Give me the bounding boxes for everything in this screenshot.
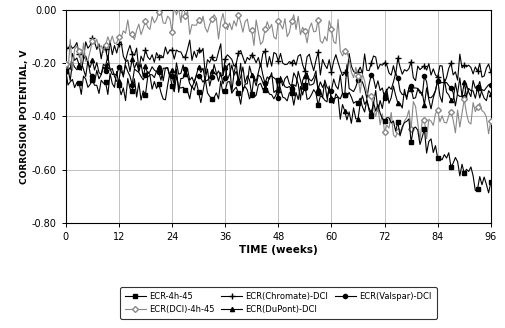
ECR(DuPont)-DCI xyxy=(383,87,389,91)
ECR(Valspar)-DCI xyxy=(451,104,458,108)
ECR(Chromate)-DCI xyxy=(235,51,241,55)
ECR(Chromate)-DCI xyxy=(164,52,170,56)
Line: ECR(DCI)-4h-45: ECR(DCI)-4h-45 xyxy=(64,0,492,142)
ECR(Chromate)-DCI xyxy=(63,46,69,50)
ECR(Chromate)-DCI xyxy=(440,81,446,85)
ECR(Valspar)-DCI xyxy=(63,67,69,71)
ECR-4h-45 xyxy=(217,79,223,83)
ECR(DuPont)-DCI xyxy=(328,96,334,100)
ECR(Valspar)-DCI xyxy=(328,89,334,92)
ECR(DCI)-4h-45 xyxy=(63,62,69,66)
ECR(DuPont)-DCI xyxy=(235,78,241,82)
ECR(DCI)-4h-45 xyxy=(328,27,334,31)
ECR(DuPont)-DCI xyxy=(69,51,75,55)
ECR(DuPont)-DCI xyxy=(63,69,69,72)
ECR(Valspar)-DCI xyxy=(383,88,389,92)
ECR(Valspar)-DCI xyxy=(487,83,493,87)
ECR(DuPont)-DCI xyxy=(220,73,226,77)
ECR-4h-45 xyxy=(162,98,168,102)
ECR(Valspar)-DCI xyxy=(220,82,226,86)
ECR(DCI)-4h-45 xyxy=(162,22,168,26)
Line: ECR-4h-45: ECR-4h-45 xyxy=(64,69,492,195)
ECR-4h-45 xyxy=(381,119,387,123)
ECR(Valspar)-DCI xyxy=(164,66,170,70)
Line: ECR(Chromate)-DCI: ECR(Chromate)-DCI xyxy=(63,36,492,86)
Legend: ECR-4h-45, ECR(DCI)-4h-45, ECR(Chromate)-DCI, ECR(DuPont)-DCI, ECR(Valspar)-DCI: ECR-4h-45, ECR(DCI)-4h-45, ECR(Chromate)… xyxy=(120,287,436,319)
ECR-4h-45 xyxy=(379,117,385,121)
ECR(Chromate)-DCI xyxy=(220,73,226,77)
ECR(DCI)-4h-45 xyxy=(487,119,493,123)
ECR(DCI)-4h-45 xyxy=(220,11,226,15)
ECR-4h-45 xyxy=(63,69,69,72)
X-axis label: TIME (weeks): TIME (weeks) xyxy=(238,245,317,255)
ECR(DCI)-4h-45 xyxy=(180,0,186,4)
ECR(Chromate)-DCI xyxy=(381,61,387,65)
ECR(DCI)-4h-45 xyxy=(416,138,422,142)
ECR(Chromate)-DCI xyxy=(328,70,334,74)
ECR(DCI)-4h-45 xyxy=(381,130,387,134)
ECR(DuPont)-DCI xyxy=(164,66,170,70)
Line: ECR(Valspar)-DCI: ECR(Valspar)-DCI xyxy=(64,58,492,108)
ECR-4h-45 xyxy=(485,191,491,195)
ECR-4h-45 xyxy=(233,85,239,89)
ECR(Valspar)-DCI xyxy=(85,58,91,62)
ECR(Valspar)-DCI xyxy=(381,95,387,99)
ECR(Chromate)-DCI xyxy=(487,70,493,74)
ECR-4h-45 xyxy=(487,180,493,184)
ECR(DuPont)-DCI xyxy=(487,92,493,96)
ECR-4h-45 xyxy=(326,84,332,88)
ECR(Valspar)-DCI xyxy=(235,81,241,85)
ECR(DCI)-4h-45 xyxy=(235,13,241,17)
Y-axis label: CORROSION POTENTIAL, V: CORROSION POTENTIAL, V xyxy=(20,49,29,184)
Line: ECR(DuPont)-DCI: ECR(DuPont)-DCI xyxy=(64,51,492,125)
ECR(DCI)-4h-45 xyxy=(383,123,389,127)
ECR(Chromate)-DCI xyxy=(89,36,95,40)
ECR(DuPont)-DCI xyxy=(385,101,391,105)
ECR(DuPont)-DCI xyxy=(347,121,354,125)
ECR(Chromate)-DCI xyxy=(383,63,389,67)
